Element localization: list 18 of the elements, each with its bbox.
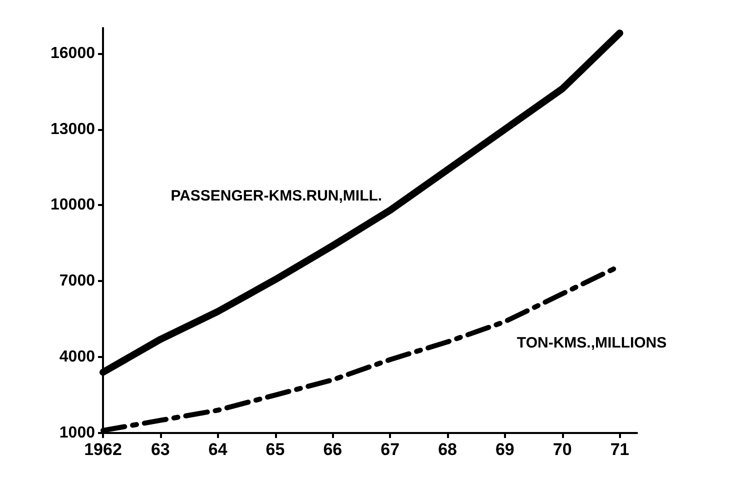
x-tick-label: 1962 [84,440,122,459]
x-tick-label: 66 [323,440,342,459]
y-tick-label: 16000 [50,44,96,62]
y-tick-label: 4000 [59,348,96,366]
series-label: PASSENGER-KMS.RUN,MILL. [170,187,382,204]
y-tick-label: 10000 [50,196,96,214]
x-tick-label: 67 [380,440,400,459]
y-tick-label: 13000 [50,120,96,138]
x-tick-label: 68 [438,440,457,459]
x-tick-label: 64 [208,440,228,459]
x-tick-label: 69 [495,440,514,459]
series-label: TON-KMS.,MILLIONS [516,334,667,352]
y-tick-label: 1000 [59,424,96,442]
x-tick-label: 71 [610,440,630,459]
x-tick-label: 63 [150,440,170,459]
y-tick-label: 7000 [59,272,96,290]
x-tick-label: 65 [266,440,285,459]
x-tick-label: 70 [552,440,572,459]
